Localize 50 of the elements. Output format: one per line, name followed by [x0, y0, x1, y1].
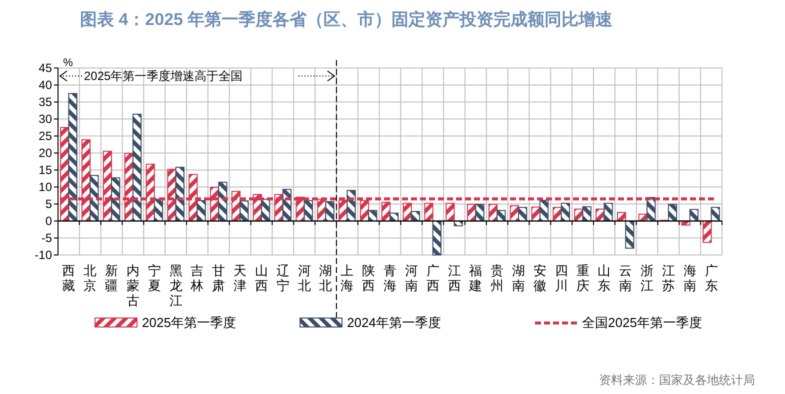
y-axis-title: % — [63, 57, 74, 69]
x-tick-label: 河北 — [298, 263, 311, 293]
x-tick-label: 江西 — [448, 263, 461, 293]
y-tick-label: 20 — [38, 146, 52, 160]
legend-label: 全国2025年第一季度 — [582, 315, 702, 330]
x-tick-label: 贵州 — [490, 263, 504, 293]
x-tick-label: 北京 — [84, 263, 97, 293]
x-tick-label: 宁夏 — [148, 263, 161, 293]
x-tick-label: 安徽 — [533, 263, 546, 293]
x-tick-label: 山东 — [598, 263, 611, 293]
x-tick-label: 黑龙江 — [169, 263, 182, 308]
y-tick-label: -10 — [34, 248, 52, 262]
x-tick-label: 广东 — [704, 263, 718, 293]
x-tick-label: 内蒙古 — [126, 263, 140, 308]
y-tick-label: 15 — [38, 163, 52, 177]
x-tick-label: 陕西 — [362, 263, 376, 293]
x-tick-label: 湖南 — [512, 263, 526, 293]
y-tick-label: 30 — [38, 112, 52, 126]
x-tick-label: 甘肃 — [212, 263, 226, 293]
x-tick-label: 广西 — [426, 263, 440, 293]
x-tick-label: 吉林 — [190, 263, 204, 293]
x-tick-label: 四川 — [554, 263, 568, 293]
x-tick-label: 湖北 — [319, 263, 332, 293]
y-tick-label: 5 — [45, 197, 52, 211]
x-tick-label: 辽宁 — [276, 263, 290, 293]
x-tick-label: 江苏 — [662, 263, 675, 293]
text: 资料来源：国家及各地统计局 — [599, 373, 755, 387]
y-tick-label: 10 — [38, 180, 52, 194]
x-tick-label: 河南 — [404, 263, 418, 293]
x-tick-label: 重庆 — [576, 263, 590, 293]
x-tick-label: 浙江 — [640, 263, 654, 293]
x-tick-label: 青海 — [384, 263, 396, 293]
y-tick-label: 40 — [38, 78, 52, 92]
y-tick-label: 35 — [38, 95, 52, 109]
y-tick-label: 45 — [38, 61, 52, 75]
y-tick-label: 25 — [38, 129, 52, 143]
chart-title: 图表 4：2025 年第一季度各省（区、市）固定资产投资完成额同比增速 — [80, 10, 613, 29]
x-tick-label: 天津 — [234, 263, 247, 293]
x-tick-label: 海南 — [683, 263, 696, 293]
x-tick-label: 上海 — [340, 263, 354, 293]
x-tick-label: 山西 — [254, 263, 268, 293]
x-tick-label: 西藏 — [62, 263, 76, 293]
legend-label: 2025年第一季度 — [142, 315, 236, 330]
annotation: 2025年第一季度增速高于全国 — [84, 69, 243, 83]
y-tick-label: 0 — [45, 214, 52, 228]
legend-label: 2024年第一季度 — [347, 315, 441, 330]
y-tick-label: -5 — [41, 231, 52, 245]
x-tick-label: 福建 — [468, 263, 482, 293]
x-tick-label: 新疆 — [105, 263, 118, 293]
x-tick-label: 云南 — [619, 263, 632, 293]
